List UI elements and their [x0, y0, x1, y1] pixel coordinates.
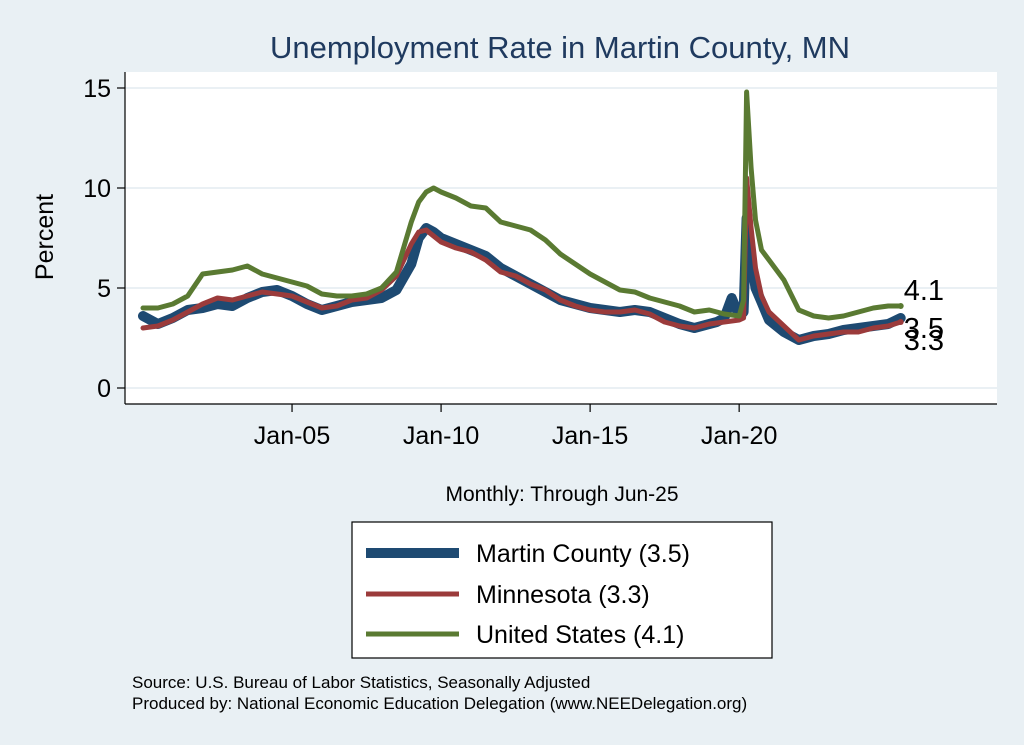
legend-label-0: Martin County (3.5) — [476, 540, 690, 568]
end-label-0: 3.5 — [904, 313, 944, 345]
producer-note: Produced by: National Economic Education… — [132, 694, 747, 713]
axes: 0 5 10 15 Jan-05 Jan-10 Jan-15 Jan-20 — [83, 72, 997, 450]
x-tick-label: Jan-15 — [552, 422, 628, 450]
source-note: Source: U.S. Bureau of Labor Statistics,… — [132, 673, 590, 692]
chart-title: Unemployment Rate in Martin County, MN — [270, 30, 850, 65]
plot-area — [125, 72, 997, 404]
series-line-1 — [140, 175, 904, 343]
legend: Martin County (3.5) Minnesota (3.3) United… — [351, 521, 773, 659]
x-tick-label: Jan-05 — [254, 422, 330, 450]
series-lines — [138, 89, 906, 345]
y-tick-label: 5 — [97, 275, 111, 303]
end-point-2 — [897, 303, 904, 309]
x-tick-label: Jan-10 — [403, 422, 479, 450]
end-labels: 3.53.3 4.1 — [897, 275, 944, 357]
x-axis-subtitle: Monthly: Through Jun-25 — [445, 483, 678, 506]
end-label-1: 3.3 — [904, 325, 944, 357]
y-tick-label: 10 — [83, 175, 111, 203]
end-point-1 — [897, 319, 904, 325]
y-axis-label: Percent — [31, 194, 59, 280]
end-label-2: 4.1 — [904, 275, 944, 307]
legend-label-2: United States (4.1) — [476, 621, 684, 649]
y-tick-label: 15 — [83, 75, 111, 103]
series-line-2 — [140, 89, 904, 321]
y-tick-label: 0 — [97, 375, 111, 403]
x-tick-label: Jan-20 — [701, 422, 777, 450]
legend-label-1: Minnesota (3.3) — [476, 581, 650, 609]
